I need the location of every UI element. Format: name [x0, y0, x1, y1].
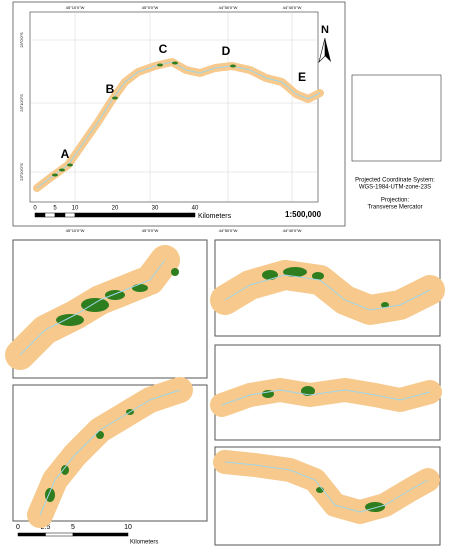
site-label: D	[222, 44, 231, 58]
scale-tick-label: 2.5	[41, 524, 51, 531]
coordinate-label: 44°50'0"W	[219, 228, 238, 233]
best-site	[56, 314, 84, 326]
best-site	[171, 268, 179, 276]
best-site	[52, 173, 58, 177]
scale-bar-segment	[72, 532, 129, 537]
best-site	[312, 272, 324, 280]
scale-tick-label: 30	[152, 206, 159, 212]
scale-tick-label: 10	[124, 524, 132, 531]
scale-tick-label: 0	[33, 206, 37, 212]
main-frame	[12, 1, 346, 227]
best-site	[59, 168, 65, 172]
river	[224, 461, 429, 513]
coordinate-label: 44°40'0"W	[283, 228, 302, 233]
river	[224, 274, 431, 311]
scale-tick-label: 5	[71, 524, 75, 531]
site-label: E	[298, 70, 306, 84]
projection-text: Projected Coordinate System:	[355, 178, 435, 184]
scale-bar-segment	[54, 212, 66, 218]
best-site	[172, 61, 178, 65]
scale-unit: Kilometers	[198, 213, 232, 220]
north-arrow	[325, 38, 331, 62]
best-site	[365, 502, 385, 512]
best-site	[96, 431, 104, 439]
best-site	[61, 465, 69, 475]
coordinate-label: 45°0'0"W	[142, 228, 159, 233]
coordinate-label: 44°40'0"W	[283, 5, 302, 10]
scale-tick-label: 5	[53, 206, 57, 212]
coordinate-label: 45°10'0"W	[66, 5, 85, 10]
best-site	[230, 64, 236, 68]
legend-box	[351, 74, 442, 162]
scale-bar-segment	[34, 212, 46, 218]
coordinate-label: 45°10'0"W	[66, 228, 85, 233]
best-site	[157, 63, 163, 67]
coordinate-label: 23°10'0"S	[19, 94, 24, 112]
scale-bar-segment	[45, 532, 74, 537]
scale-unit: Kilometers	[130, 540, 158, 546]
coordinate-label: 45°0'0"W	[142, 5, 159, 10]
best-site	[67, 163, 73, 167]
site-label: C	[159, 42, 168, 56]
site-label: A	[61, 147, 70, 161]
coordinate-label: 23°0'0"S	[19, 32, 24, 48]
projection-text: WGS-1984-UTM-zone-23S	[359, 185, 431, 191]
scale-bar-segment	[154, 212, 196, 218]
best-site	[262, 270, 278, 280]
best-site	[301, 386, 315, 396]
scale-bar-segment	[44, 212, 56, 218]
best-site	[81, 298, 109, 312]
river	[39, 389, 181, 516]
scale-tick-label: 0	[16, 524, 20, 531]
coordinate-label: 44°50'0"W	[219, 5, 238, 10]
projection-text: Transverse Mercator	[367, 205, 422, 211]
river	[36, 61, 321, 189]
best-site	[381, 302, 389, 308]
river	[221, 389, 431, 406]
scale-bar-segment	[74, 212, 116, 218]
map-scale: 1:500,000	[285, 210, 322, 219]
best-site	[283, 267, 307, 277]
inset-maps	[5, 245, 445, 528]
best-site	[112, 96, 118, 100]
north-label: N	[321, 24, 329, 36]
site-label: B	[106, 82, 115, 96]
scale-tick-label: 20	[112, 206, 119, 212]
scale-tick-label: 10	[72, 206, 79, 212]
main-neatline	[29, 11, 319, 203]
scale-bar-segment	[114, 212, 156, 218]
coordinate-label: 23°20'0"S	[19, 163, 24, 181]
river	[19, 259, 166, 356]
scale-bar-segment	[17, 532, 46, 537]
scale-bar-segment	[64, 212, 76, 218]
best-site	[132, 284, 148, 292]
projection-text: Projection:	[381, 198, 410, 204]
north-arrow	[318, 37, 326, 63]
scale-tick-label: 40	[192, 206, 199, 212]
